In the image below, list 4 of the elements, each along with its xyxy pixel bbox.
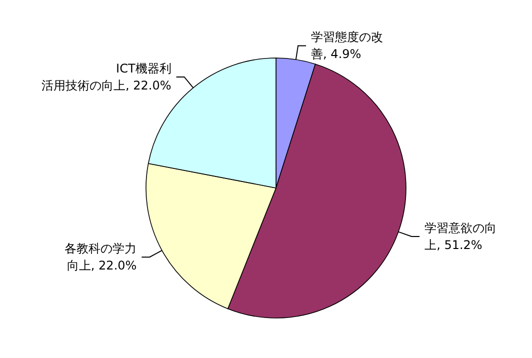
slice-label: ICT機器利活用技術の向上, 22.0% bbox=[42, 61, 172, 92]
slice-label: 学習態度の改善, 4.9% bbox=[311, 30, 384, 62]
slice-label: 各教科の学力向上, 22.0% bbox=[64, 242, 137, 273]
slice-label: 学習意欲の向上, 51.2% bbox=[424, 221, 497, 252]
